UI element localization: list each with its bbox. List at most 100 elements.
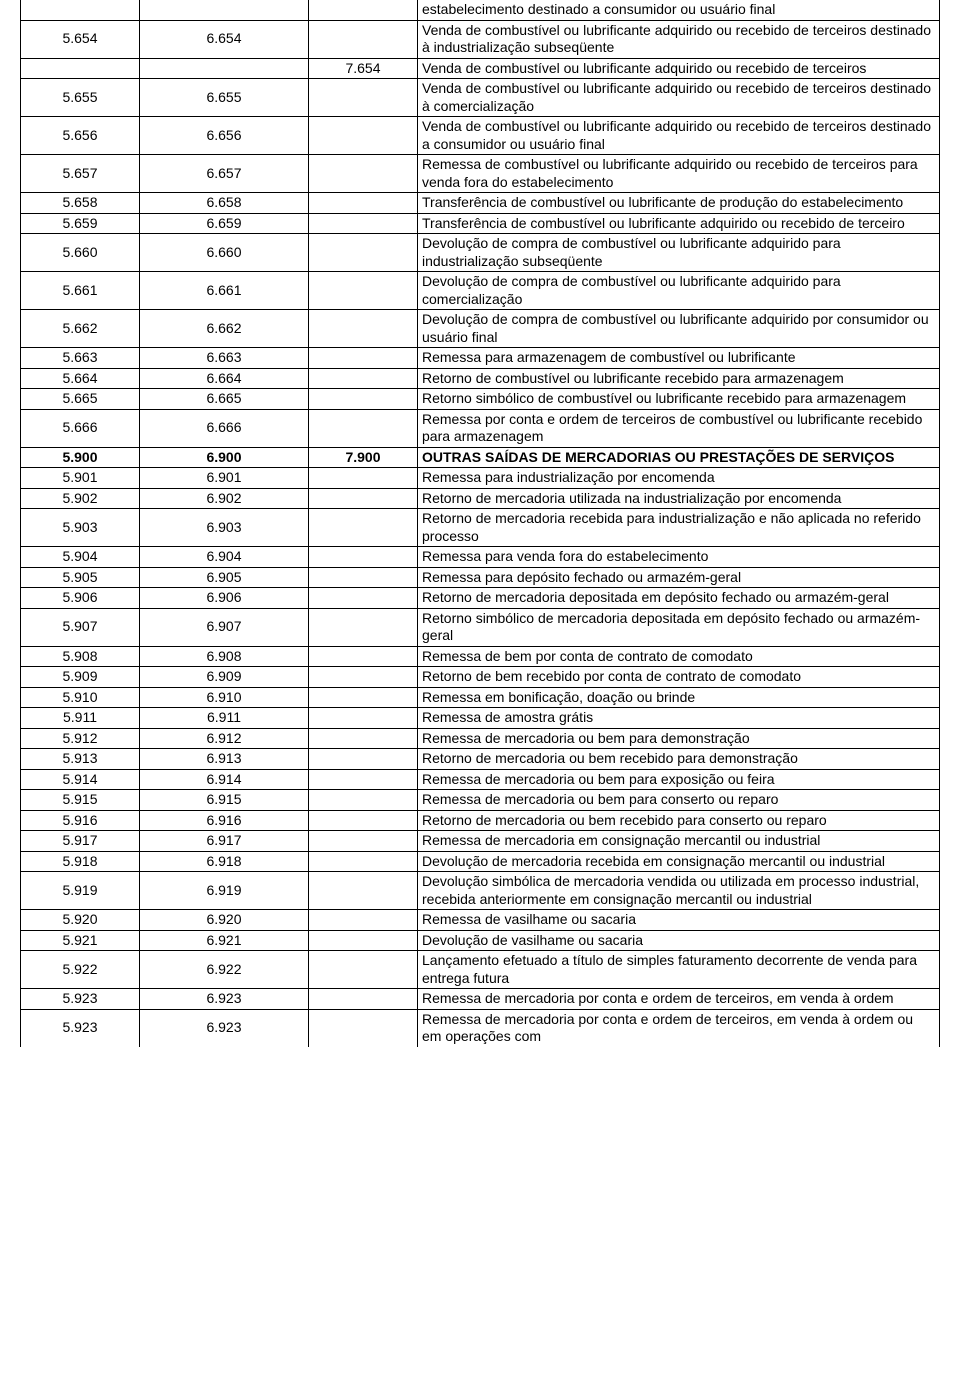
col-a-cell: 5.655 <box>21 79 140 117</box>
description-cell: Remessa de mercadoria em consignação mer… <box>418 831 940 852</box>
description-cell: Retorno de combustível ou lubrificante r… <box>418 368 940 389</box>
table-row: 5.9006.9007.900OUTRAS SAÍDAS DE MERCADOR… <box>21 447 940 468</box>
col-c-cell <box>309 117 418 155</box>
col-a-cell: 5.666 <box>21 409 140 447</box>
description-cell: Retorno de mercadoria recebida para indu… <box>418 509 940 547</box>
col-c-cell <box>309 155 418 193</box>
description-cell: Remessa de bem por conta de contrato de … <box>418 646 940 667</box>
col-b-cell: 6.917 <box>140 831 309 852</box>
description-cell: Remessa de mercadoria ou bem para demons… <box>418 728 940 749</box>
table-row: 5.6606.660Devolução de compra de combust… <box>21 234 940 272</box>
table-row: 5.9126.912Remessa de mercadoria ou bem p… <box>21 728 940 749</box>
table-row: 5.6556.655 Venda de combustível ou lubrif… <box>21 79 940 117</box>
col-b-cell: 6.918 <box>140 851 309 872</box>
table-row: 5.6596.659 Transferência de combustível o… <box>21 213 940 234</box>
col-a-cell: 5.659 <box>21 213 140 234</box>
col-b-cell: 6.663 <box>140 348 309 369</box>
table-row: 7.654Venda de combustível ou lubrificant… <box>21 58 940 79</box>
table-row: 5.9076.907Retorno simbólico de mercadori… <box>21 608 940 646</box>
col-a-cell: 5.665 <box>21 389 140 410</box>
col-c-cell <box>309 728 418 749</box>
col-c-cell <box>309 708 418 729</box>
description-cell: Devolução de vasilhame ou sacaria <box>418 930 940 951</box>
col-c-cell <box>309 951 418 989</box>
col-b-cell: 6.905 <box>140 567 309 588</box>
col-c-cell <box>309 930 418 951</box>
description-cell: Transferência de combustível ou lubrific… <box>418 213 940 234</box>
col-b-cell: 6.920 <box>140 910 309 931</box>
table-row: 5.9196.919 Devolução simbólica de mercado… <box>21 872 940 910</box>
col-b-cell: 6.655 <box>140 79 309 117</box>
col-c-cell <box>309 667 418 688</box>
table-row: 5.9066.906Retorno de mercadoria deposita… <box>21 588 940 609</box>
col-a-cell: 5.921 <box>21 930 140 951</box>
col-a-cell: 5.910 <box>21 687 140 708</box>
col-a-cell: 5.658 <box>21 193 140 214</box>
description-cell: Retorno simbólico de mercadoria deposita… <box>418 608 940 646</box>
col-c-cell <box>309 608 418 646</box>
description-cell: Remessa de combustível ou lubrificante a… <box>418 155 940 193</box>
col-b-cell: 6.911 <box>140 708 309 729</box>
col-a-cell: 5.909 <box>21 667 140 688</box>
col-b-cell: 6.659 <box>140 213 309 234</box>
table-row: 5.6656.665Retorno simbólico de combustív… <box>21 389 940 410</box>
description-cell: Venda de combustível ou lubrificante adq… <box>418 79 940 117</box>
col-c-cell <box>309 272 418 310</box>
col-a-cell: 5.923 <box>21 989 140 1010</box>
col-c-cell <box>309 567 418 588</box>
col-a-cell: 5.905 <box>21 567 140 588</box>
description-cell: Remessa para armazenagem de combustível … <box>418 348 940 369</box>
col-a-cell: 5.908 <box>21 646 140 667</box>
col-b-cell <box>140 58 309 79</box>
table-row: 5.6626.662Devolução de compra de combust… <box>21 310 940 348</box>
col-c-cell <box>309 20 418 58</box>
col-a-cell: 5.913 <box>21 749 140 770</box>
col-a-cell: 5.654 <box>21 20 140 58</box>
description-cell: Devolução de compra de combustível ou lu… <box>418 272 940 310</box>
col-c-cell <box>309 409 418 447</box>
description-cell: Retorno de mercadoria ou bem recebido pa… <box>418 749 940 770</box>
col-b-cell: 6.919 <box>140 872 309 910</box>
col-c-cell <box>309 749 418 770</box>
description-cell: Devolução simbólica de mercadoria vendid… <box>418 872 940 910</box>
description-cell: Remessa de mercadoria ou bem para exposi… <box>418 769 940 790</box>
col-b-cell: 6.664 <box>140 368 309 389</box>
description-cell: Retorno de mercadoria depositada em depó… <box>418 588 940 609</box>
col-a-cell: 5.664 <box>21 368 140 389</box>
table-row: 5.9216.921Devolução de vasilhame ou saca… <box>21 930 940 951</box>
description-cell: Remessa para venda fora do estabelecimen… <box>418 547 940 568</box>
col-a-cell: 5.912 <box>21 728 140 749</box>
col-b-cell: 6.661 <box>140 272 309 310</box>
col-c-cell <box>309 831 418 852</box>
description-cell: Remessa de vasilhame ou sacaria <box>418 910 940 931</box>
col-b-cell: 6.916 <box>140 810 309 831</box>
table-row: 5.9036.903Retorno de mercadoria recebida… <box>21 509 940 547</box>
col-c-cell <box>309 769 418 790</box>
table-row: 5.9056.905Remessa para depósito fechado … <box>21 567 940 588</box>
col-a-cell: 5.919 <box>21 872 140 910</box>
table-row: 5.9166.916 Retorno de mercadoria ou bem r… <box>21 810 940 831</box>
description-cell: Retorno simbólico de combustível ou lubr… <box>418 389 940 410</box>
table-row: 5.6616.661Devolução de compra de combust… <box>21 272 940 310</box>
col-b-cell: 6.656 <box>140 117 309 155</box>
table-row: 5.9016.901Remessa para industrialização … <box>21 468 940 489</box>
description-cell: Remessa de mercadoria por conta e ordem … <box>418 989 940 1010</box>
table-row: 5.9206.920 Remessa de vasilhame ou sacari… <box>21 910 940 931</box>
description-cell: Remessa em bonificação, doação ou brinde <box>418 687 940 708</box>
description-cell: Devolução de mercadoria recebida em cons… <box>418 851 940 872</box>
col-a-cell: 5.922 <box>21 951 140 989</box>
col-a-cell: 5.914 <box>21 769 140 790</box>
col-a-cell: 5.901 <box>21 468 140 489</box>
description-cell: Transferência de combustível ou lubrific… <box>418 193 940 214</box>
col-a-cell: 5.656 <box>21 117 140 155</box>
cfop-table: estabelecimento destinado a consumidor o… <box>20 0 940 1047</box>
table-row: 5.9136.913Retorno de mercadoria ou bem r… <box>21 749 940 770</box>
description-cell: Retorno de mercadoria ou bem recebido pa… <box>418 810 940 831</box>
col-a-cell: 5.916 <box>21 810 140 831</box>
description-cell: Devolução de compra de combustível ou lu… <box>418 234 940 272</box>
col-a-cell: 5.918 <box>21 851 140 872</box>
col-a-cell: 5.920 <box>21 910 140 931</box>
table-row: 5.9236.923Remessa de mercadoria por cont… <box>21 989 940 1010</box>
col-b-cell: 6.901 <box>140 468 309 489</box>
col-a-cell: 5.923 <box>21 1009 140 1047</box>
